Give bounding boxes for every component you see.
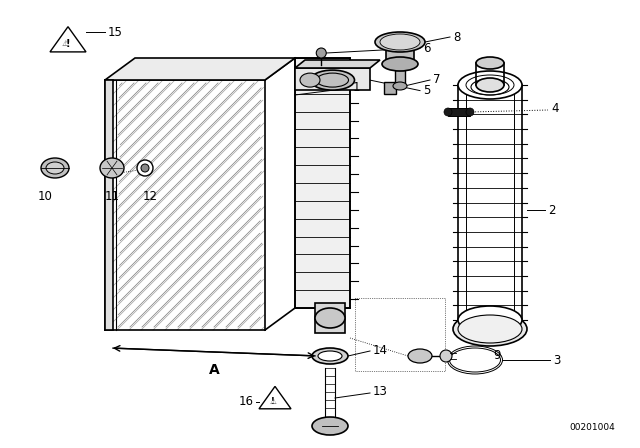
Text: A: A bbox=[209, 363, 220, 377]
Ellipse shape bbox=[440, 350, 452, 362]
Ellipse shape bbox=[458, 71, 522, 99]
Ellipse shape bbox=[310, 70, 355, 90]
Text: 13: 13 bbox=[373, 384, 388, 397]
Text: 10: 10 bbox=[38, 190, 52, 202]
Ellipse shape bbox=[382, 57, 418, 71]
Text: ⚠: ⚠ bbox=[269, 397, 276, 406]
Bar bbox=[395, 70, 405, 86]
Polygon shape bbox=[105, 58, 295, 80]
Ellipse shape bbox=[141, 164, 149, 172]
Ellipse shape bbox=[453, 312, 527, 346]
Bar bbox=[386, 42, 414, 64]
Ellipse shape bbox=[300, 73, 320, 87]
Ellipse shape bbox=[318, 351, 342, 361]
Text: 6: 6 bbox=[423, 42, 431, 55]
Ellipse shape bbox=[458, 315, 522, 343]
Text: 15: 15 bbox=[108, 26, 123, 39]
Ellipse shape bbox=[100, 158, 124, 178]
Ellipse shape bbox=[46, 162, 64, 174]
Ellipse shape bbox=[447, 346, 502, 374]
Text: 11: 11 bbox=[104, 190, 120, 202]
Ellipse shape bbox=[476, 57, 504, 69]
Ellipse shape bbox=[375, 32, 425, 52]
Ellipse shape bbox=[380, 34, 420, 50]
Ellipse shape bbox=[408, 349, 432, 363]
Ellipse shape bbox=[41, 158, 69, 178]
Ellipse shape bbox=[458, 306, 522, 334]
Bar bbox=[105, 80, 113, 330]
Text: 1: 1 bbox=[353, 81, 360, 94]
Text: 5: 5 bbox=[423, 84, 430, 97]
Text: 7: 7 bbox=[433, 73, 440, 86]
Text: 16: 16 bbox=[239, 395, 254, 408]
Polygon shape bbox=[295, 60, 380, 68]
Polygon shape bbox=[105, 80, 265, 330]
Polygon shape bbox=[259, 386, 291, 409]
Bar bbox=[384, 82, 396, 94]
Ellipse shape bbox=[315, 308, 345, 328]
Text: 8: 8 bbox=[453, 30, 460, 43]
Ellipse shape bbox=[393, 82, 407, 90]
Ellipse shape bbox=[466, 108, 474, 116]
Ellipse shape bbox=[312, 417, 348, 435]
Bar bbox=[295, 68, 370, 90]
Polygon shape bbox=[295, 58, 350, 308]
Text: 3: 3 bbox=[553, 353, 561, 366]
Ellipse shape bbox=[137, 160, 153, 176]
Text: ⚠: ⚠ bbox=[61, 39, 68, 48]
Text: 14: 14 bbox=[373, 344, 388, 357]
Text: !: ! bbox=[271, 397, 275, 406]
Ellipse shape bbox=[444, 108, 452, 116]
Text: !: ! bbox=[66, 39, 70, 49]
Text: 2: 2 bbox=[548, 203, 556, 216]
Bar bbox=[448, 108, 470, 116]
Text: 12: 12 bbox=[143, 190, 157, 202]
Bar bbox=[315, 303, 345, 333]
Text: 9: 9 bbox=[493, 349, 500, 362]
Ellipse shape bbox=[316, 48, 326, 58]
Text: 00201004: 00201004 bbox=[569, 423, 615, 432]
Ellipse shape bbox=[312, 348, 348, 364]
Polygon shape bbox=[50, 27, 86, 52]
Text: 4: 4 bbox=[551, 102, 559, 115]
Ellipse shape bbox=[476, 78, 504, 92]
